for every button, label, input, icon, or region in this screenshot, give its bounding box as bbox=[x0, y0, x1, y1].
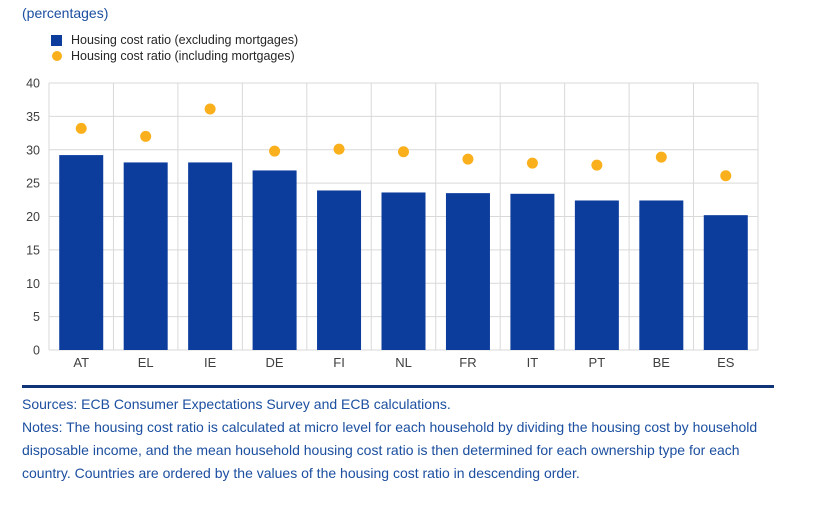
x-tick-label: DE bbox=[266, 355, 284, 370]
bar-NL bbox=[381, 192, 426, 350]
sources-text: Sources: ECB Consumer Expectations Surve… bbox=[22, 396, 451, 412]
footnotes: Sources: ECB Consumer Expectations Surve… bbox=[22, 393, 775, 485]
x-tick-label: AT bbox=[73, 355, 89, 370]
x-tick-label: FI bbox=[333, 355, 345, 370]
bar-FI bbox=[317, 190, 362, 350]
bar-ES bbox=[703, 215, 748, 350]
legend-item-including-mortgages: Housing cost ratio (including mortgages) bbox=[51, 48, 298, 64]
dot-EL bbox=[140, 130, 152, 142]
x-tick-label: NL bbox=[395, 355, 412, 370]
x-tick-label: BE bbox=[653, 355, 671, 370]
y-tick-label: 5 bbox=[33, 310, 40, 324]
legend-label-excluding: Housing cost ratio (excluding mortgages) bbox=[71, 33, 299, 47]
dot-series-swatch-icon bbox=[52, 51, 62, 61]
x-tick-label: PT bbox=[589, 355, 606, 370]
dot-PT bbox=[591, 159, 603, 171]
bar-EL bbox=[123, 162, 168, 350]
y-tick-label: 40 bbox=[26, 77, 40, 91]
y-tick-label: 0 bbox=[33, 344, 40, 358]
separator-line bbox=[22, 385, 774, 388]
bar-BE bbox=[639, 200, 684, 350]
bar-DE bbox=[252, 170, 297, 350]
y-tick-label: 25 bbox=[26, 177, 40, 191]
dot-NL bbox=[398, 146, 409, 158]
x-tick-label: IE bbox=[204, 355, 217, 370]
bar-dot-chart: 0 5 10 15 20 25 30 35 40 AT EL IE DE FI NL FR IT PT BE ES bbox=[26, 77, 759, 370]
x-tick-label: EL bbox=[138, 355, 154, 370]
dot-IE bbox=[204, 103, 216, 115]
legend: Housing cost ratio (excluding mortgages)… bbox=[51, 32, 298, 64]
y-tick-label: 35 bbox=[26, 110, 40, 124]
bar-IT bbox=[510, 193, 555, 350]
notes-text: Notes: The housing cost ratio is calcula… bbox=[22, 419, 758, 481]
y-tick-label: 15 bbox=[26, 243, 40, 257]
y-tick-label: 30 bbox=[26, 143, 40, 157]
x-tick-label: ES bbox=[717, 355, 735, 370]
bar-FR bbox=[445, 193, 490, 350]
dot-IT bbox=[526, 157, 538, 169]
legend-item-excluding-mortgages: Housing cost ratio (excluding mortgages) bbox=[51, 32, 298, 48]
dot-AT bbox=[75, 122, 87, 134]
chart-title: (percentages) bbox=[22, 5, 109, 21]
dot-FR bbox=[462, 153, 474, 165]
y-tick-label: 20 bbox=[26, 210, 40, 224]
legend-label-including: Housing cost ratio (including mortgages) bbox=[71, 49, 295, 63]
bar-IE bbox=[188, 162, 233, 350]
x-tick-label: IT bbox=[527, 355, 539, 370]
dot-ES bbox=[720, 170, 732, 182]
dot-BE bbox=[655, 151, 667, 163]
bar-AT bbox=[59, 155, 104, 350]
bar-PT bbox=[574, 200, 619, 350]
y-tick-label: 10 bbox=[26, 277, 40, 291]
dot-DE bbox=[269, 145, 281, 157]
bar-series-swatch-icon bbox=[51, 34, 62, 46]
x-tick-label: FR bbox=[459, 355, 476, 370]
dot-FI bbox=[333, 143, 345, 155]
